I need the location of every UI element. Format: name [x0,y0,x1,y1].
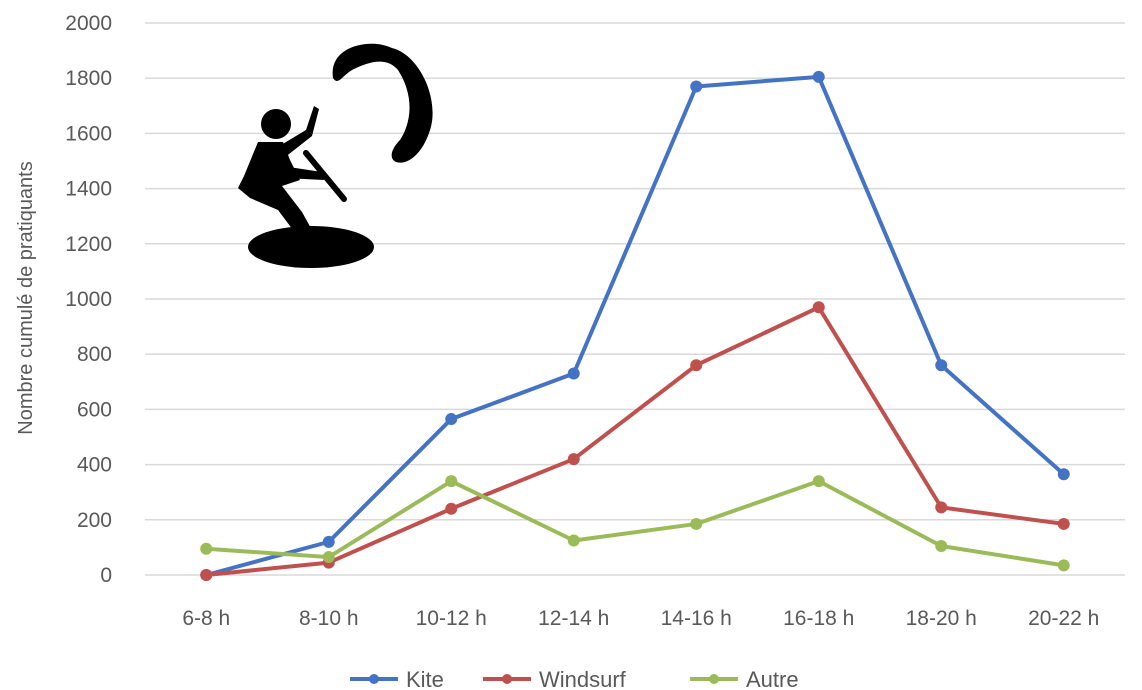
series-line [204,305,1066,577]
y-axis-ticks: 0 200 400 600 800 1000 1200 1400 1600 1800 2000 [65,12,112,587]
data-point [567,453,580,466]
data-point [567,534,580,547]
series-autre [200,475,1070,572]
rider-forearm [282,166,324,180]
rider-body [238,142,312,234]
rider-head [261,109,291,139]
y-axis-title: Nombre cumulé de pratiquants [15,161,37,434]
series-lines [200,70,1070,581]
data-point [690,517,703,530]
x-tick-label: 6-8 h [182,607,230,630]
y-tick-label: 1000 [65,288,112,311]
board [248,226,374,268]
x-tick-label: 16-18 h [783,607,854,630]
y-tick-label: 1200 [65,233,112,256]
y-tick-label: 200 [77,509,112,532]
data-point [935,359,948,372]
data-point [445,475,458,488]
kite-canopy [332,43,433,163]
rider-arm [276,106,319,158]
legend-swatch-marker [709,674,719,684]
legend-item-windsurf: Windsurf [483,667,627,690]
x-axis-ticks: 6-8 h 8-10 h 10-12 h 12-14 h 14-16 h 16-18 h 1… [182,607,1099,630]
y-tick-label: 0 [100,564,112,587]
y-tick-label: 600 [77,398,112,421]
x-tick-label: 10-12 h [416,607,487,630]
data-point [567,367,580,380]
y-tick-label: 1400 [65,178,112,201]
y-tick-label: 800 [77,343,112,366]
legend-item-autre: Autre [690,667,799,690]
data-point [200,542,213,555]
data-point [690,80,703,93]
data-point [812,301,825,314]
y-tick-label: 1600 [65,122,112,145]
data-point [690,359,703,372]
legend-swatch-marker [502,674,512,684]
data-point [445,413,458,426]
series-line [204,74,1066,577]
x-tick-label: 8-10 h [299,607,359,630]
x-tick-label: 12-14 h [538,607,609,630]
data-point [812,70,825,83]
x-tick-label: 14-16 h [661,607,732,630]
data-point [812,475,825,488]
kitesurfer-icon [238,43,433,268]
grid-lines [145,22,1125,576]
legend-item-kite: Kite [350,667,444,690]
control-bar [303,150,347,202]
data-point [200,569,213,581]
data-point [1057,468,1070,481]
data-point [322,551,335,564]
series-line [204,479,1066,568]
y-tick-label: 2000 [65,12,112,35]
legend-swatch-marker [369,674,379,684]
legend-label: Autre [746,667,799,690]
y-tick-label: 400 [77,454,112,477]
data-point [1057,559,1070,572]
data-point [1057,517,1070,530]
x-tick-label: 18-20 h [906,607,977,630]
data-point [935,501,948,514]
data-point [935,540,948,553]
data-point [445,502,458,515]
legend-label: Kite [406,667,444,690]
legend-label: Windsurf [539,667,627,690]
y-tick-label: 1800 [65,67,112,90]
data-point [322,535,335,548]
legend: Kite Windsurf Autre [350,667,799,690]
x-tick-label: 20-22 h [1028,607,1099,630]
